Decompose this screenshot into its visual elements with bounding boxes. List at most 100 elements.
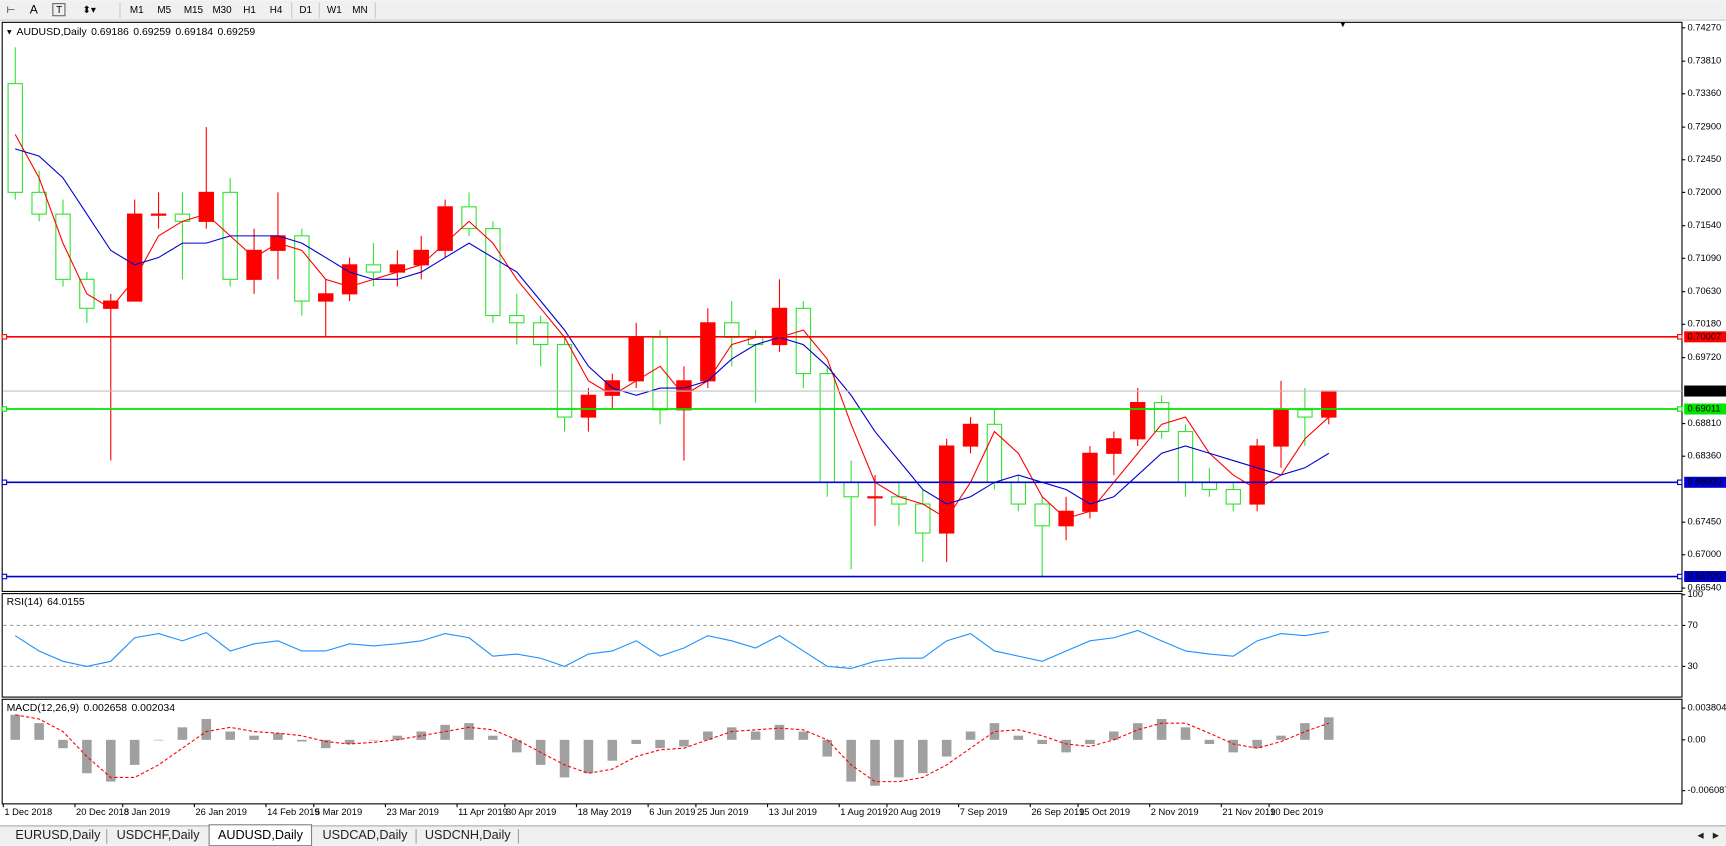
macd-bar bbox=[679, 739, 689, 747]
macd-bar bbox=[846, 739, 856, 782]
x-tick-label: 30 Apr 2019 bbox=[506, 807, 556, 817]
macd-bar bbox=[559, 739, 570, 778]
candle-body bbox=[246, 249, 262, 280]
macd-bar bbox=[512, 739, 522, 753]
macd-bar bbox=[368, 739, 379, 741]
macd-bar bbox=[607, 739, 618, 761]
macd-bar bbox=[870, 739, 880, 786]
y-tick-label: 0.003804 bbox=[1687, 703, 1726, 713]
y-tick-label: 0.71090 bbox=[1687, 253, 1721, 263]
candle-body bbox=[31, 191, 47, 215]
chart-tab[interactable]: EURUSD,Daily bbox=[15, 828, 101, 842]
timeframe-button[interactable]: W1 bbox=[327, 5, 342, 16]
line-handle bbox=[1677, 573, 1683, 580]
scroll-right[interactable]: ▸ bbox=[1713, 828, 1720, 842]
header-value: 0.69259 bbox=[133, 27, 171, 38]
scroll-left[interactable]: ◂ bbox=[1697, 828, 1704, 842]
chart-tab[interactable]: USDCHF,Daily bbox=[117, 828, 201, 842]
tool-text[interactable]: A bbox=[30, 2, 39, 16]
candle-body bbox=[724, 322, 740, 338]
y-tick-label: 100 bbox=[1687, 589, 1703, 599]
timeframe-button[interactable]: H4 bbox=[270, 5, 283, 16]
macd-bar bbox=[1085, 739, 1095, 745]
price-label-box bbox=[1684, 403, 1726, 415]
timeframe-button[interactable]: M30 bbox=[212, 5, 232, 16]
y-tick-label: 0.66540 bbox=[1687, 583, 1721, 593]
macd-bar bbox=[153, 739, 164, 741]
x-tick-label: 20 Dec 2018 bbox=[76, 807, 129, 817]
x-tick-label: 1 Dec 2018 bbox=[4, 807, 52, 817]
chart-tab[interactable]: USDCNH,Daily bbox=[425, 828, 511, 842]
price-label-box bbox=[1684, 331, 1726, 343]
timeframe-button[interactable]: H1 bbox=[243, 5, 256, 16]
line-handle bbox=[1677, 406, 1683, 412]
current-price-box bbox=[1684, 385, 1726, 397]
candle-body bbox=[795, 307, 812, 375]
header-value: 0.002658 bbox=[84, 703, 128, 714]
candle-body bbox=[294, 235, 310, 302]
tool-label-letter[interactable]: T bbox=[56, 5, 62, 16]
x-tick-label: 23 Mar 2019 bbox=[387, 807, 439, 817]
macd-bar bbox=[58, 739, 68, 749]
line-handle bbox=[1677, 334, 1683, 340]
candle-body bbox=[867, 496, 883, 499]
y-tick-label: 0.71540 bbox=[1687, 220, 1721, 230]
candle-body bbox=[126, 213, 143, 302]
macd-bar bbox=[297, 739, 307, 742]
candle-body bbox=[1177, 431, 1194, 483]
indicator-title: RSI(14) bbox=[7, 597, 43, 608]
macd-signal bbox=[15, 714, 1330, 783]
candle-body bbox=[556, 344, 573, 418]
x-tick-label: 7 Sep 2019 bbox=[960, 807, 1008, 817]
candle-body bbox=[1249, 445, 1265, 505]
macd-bar bbox=[177, 727, 188, 740]
price-label: 0.70007 bbox=[1687, 331, 1721, 341]
y-tick-label: 0.68360 bbox=[1687, 451, 1721, 461]
macd-bar bbox=[1109, 731, 1119, 740]
macd-bar bbox=[655, 739, 665, 749]
macd-bar bbox=[965, 731, 976, 740]
chart-tab-active[interactable]: AUDUSD,Daily bbox=[218, 828, 304, 842]
macd-bar bbox=[989, 723, 1000, 740]
candle-body bbox=[580, 394, 597, 418]
macd-bar bbox=[105, 739, 116, 782]
macd-bar bbox=[416, 731, 427, 740]
x-tick-label: 26 Sep 2019 bbox=[1031, 807, 1084, 817]
macd-bar bbox=[1156, 718, 1167, 740]
macd-bar bbox=[703, 731, 713, 740]
macd-bar bbox=[1324, 717, 1334, 740]
y-tick-label: 0.70630 bbox=[1687, 286, 1721, 296]
rsi-line bbox=[14, 629, 1329, 670]
timeframe-button[interactable]: M5 bbox=[157, 5, 171, 16]
timeframe-button[interactable]: D1 bbox=[299, 5, 312, 16]
candle-body bbox=[700, 322, 716, 382]
tool-label-icon[interactable] bbox=[52, 3, 66, 17]
timeframe-button[interactable]: M15 bbox=[184, 5, 204, 16]
timeframe-button[interactable]: MN bbox=[352, 5, 367, 16]
candle-body bbox=[509, 315, 525, 324]
chart-tab[interactable]: USDCAD,Daily bbox=[323, 828, 409, 842]
timeframe-button[interactable]: M1 bbox=[130, 5, 144, 16]
price-label-box bbox=[1684, 571, 1726, 583]
x-tick-label: 11 Apr 2019 bbox=[458, 807, 508, 817]
y-tick-label: 0.69720 bbox=[1687, 352, 1721, 362]
line-handle bbox=[1, 406, 8, 412]
candle-body bbox=[986, 423, 1003, 483]
x-tick-label: 2 Nov 2019 bbox=[1151, 807, 1199, 817]
tool-icon[interactable]: ⊢ bbox=[7, 5, 16, 16]
candle-body bbox=[628, 336, 644, 382]
y-tick-label: 0.70180 bbox=[1687, 319, 1721, 329]
candle-body bbox=[1273, 409, 1289, 447]
x-tick-label: 15 Oct 2019 bbox=[1079, 807, 1130, 817]
tool-arrows[interactable]: ⬍▾ bbox=[83, 5, 96, 16]
candle-body bbox=[485, 228, 501, 317]
x-tick-label: 26 Jan 2019 bbox=[195, 807, 246, 817]
y-tick-label: 0.72450 bbox=[1687, 154, 1721, 164]
candle-body bbox=[771, 307, 788, 346]
x-tick-label: 5 Mar 2019 bbox=[315, 807, 362, 817]
macd-bar bbox=[1132, 723, 1143, 740]
price-label: 0.68000 bbox=[1687, 477, 1721, 487]
candle-body bbox=[1034, 503, 1050, 527]
y-tick-label: 0.67000 bbox=[1687, 549, 1721, 559]
y-tick-label: 0.68810 bbox=[1687, 418, 1721, 428]
